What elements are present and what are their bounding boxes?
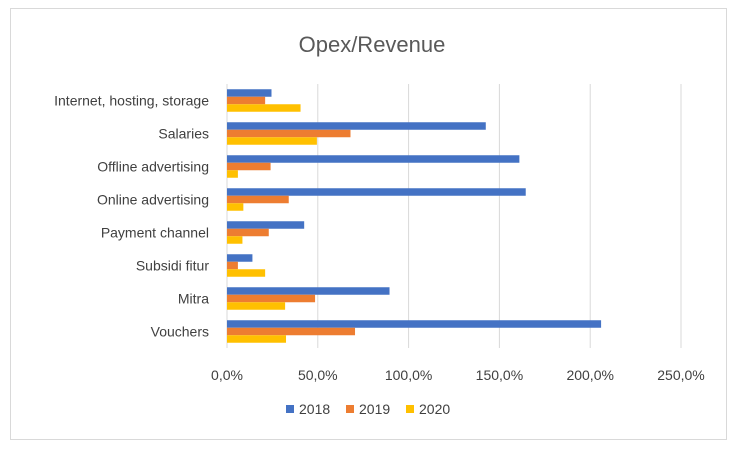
bar-2018: [227, 287, 390, 295]
bar-2020: [227, 170, 238, 178]
bar-2019: [227, 96, 266, 105]
bar-2020: [227, 203, 244, 211]
category-label: Internet, hosting, storage: [54, 93, 209, 109]
bar-2019: [227, 129, 351, 138]
category-labels: Internet, hosting, storage Salaries Offlin…: [54, 93, 209, 340]
legend: 2018 2019 2020: [286, 401, 450, 417]
bar-2020: [227, 269, 266, 277]
bar-2018: [227, 122, 486, 130]
category-label: Offline advertising: [97, 159, 209, 175]
category-label: Salaries: [158, 126, 209, 142]
bar-2019: [227, 261, 238, 270]
bar-2020: [227, 236, 243, 244]
bar-2020: [227, 335, 287, 343]
category-label: Vouchers: [151, 324, 209, 340]
bar-2018: [227, 89, 272, 97]
category-label: Payment channel: [101, 225, 209, 241]
bar-2020: [227, 104, 301, 112]
bar-2019: [227, 195, 289, 204]
bar-2018: [227, 254, 253, 262]
x-tick-labels: 0,0% 50,0% 100,0% 150,0% 200,0% 250,0%: [211, 367, 705, 383]
category-label: Subsidi fitur: [136, 258, 209, 274]
x-tick-label: 0,0%: [211, 367, 243, 383]
bars: [227, 89, 602, 343]
bar-2019: [227, 162, 271, 171]
bar-2018: [227, 221, 305, 229]
x-tick-label: 200,0%: [566, 367, 613, 383]
bar-2020: [227, 302, 286, 310]
bar-2019: [227, 327, 356, 336]
legend-label-2020: 2020: [419, 401, 450, 417]
legend-swatch-2020: [406, 405, 414, 413]
chart-title: Opex/Revenue: [299, 32, 446, 57]
bar-2018: [227, 155, 520, 163]
bar-2020: [227, 137, 317, 145]
x-tick-label: 250,0%: [657, 367, 704, 383]
bar-2019: [227, 228, 269, 237]
legend-swatch-2019: [346, 405, 354, 413]
legend-swatch-2018: [286, 405, 294, 413]
legend-label-2019: 2019: [359, 401, 390, 417]
category-label: Mitra: [178, 291, 209, 307]
legend-label-2018: 2018: [299, 401, 330, 417]
category-label: Online advertising: [97, 192, 209, 208]
bar-2018: [227, 188, 526, 196]
bar-2018: [227, 320, 602, 328]
x-tick-label: 150,0%: [476, 367, 523, 383]
x-tick-label: 100,0%: [385, 367, 432, 383]
bar-2019: [227, 294, 316, 303]
chart-frame: [10, 8, 727, 440]
x-tick-label: 50,0%: [298, 367, 338, 383]
